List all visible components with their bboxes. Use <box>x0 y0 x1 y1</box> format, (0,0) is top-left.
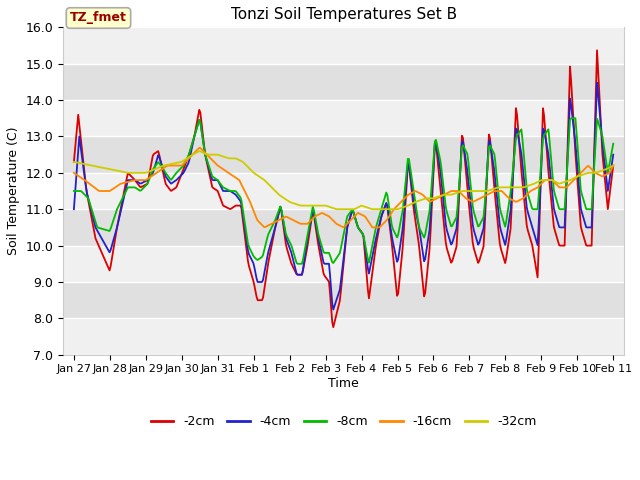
Bar <box>63 27 624 64</box>
Bar <box>63 246 624 282</box>
Bar <box>63 100 624 136</box>
Bar <box>63 282 624 318</box>
Bar <box>63 136 624 173</box>
Bar <box>63 173 624 209</box>
Text: TZ_fmet: TZ_fmet <box>70 12 127 24</box>
Y-axis label: Soil Temperature (C): Soil Temperature (C) <box>7 127 20 255</box>
Bar <box>63 209 624 246</box>
Bar <box>63 64 624 100</box>
Title: Tonzi Soil Temperatures Set B: Tonzi Soil Temperatures Set B <box>230 7 456 22</box>
Bar <box>63 318 624 355</box>
Legend: -2cm, -4cm, -8cm, -16cm, -32cm: -2cm, -4cm, -8cm, -16cm, -32cm <box>146 410 541 433</box>
X-axis label: Time: Time <box>328 377 359 390</box>
